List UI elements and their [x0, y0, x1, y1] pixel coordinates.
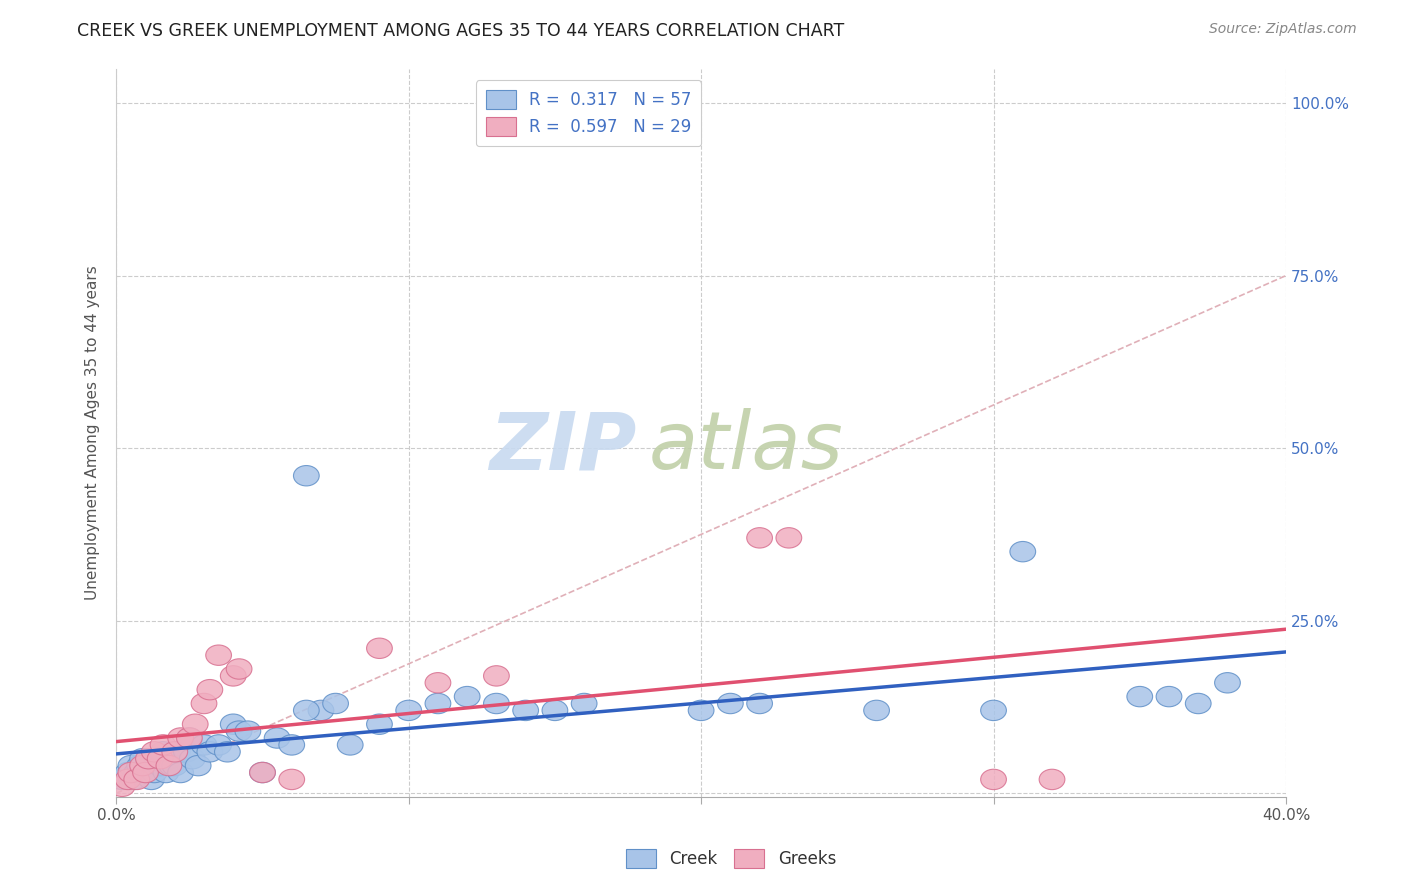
Ellipse shape [863, 700, 890, 721]
Ellipse shape [1039, 769, 1064, 789]
Ellipse shape [689, 700, 714, 721]
Legend: Creek, Greeks: Creek, Greeks [620, 843, 842, 875]
Ellipse shape [148, 756, 173, 776]
Ellipse shape [121, 769, 146, 789]
Ellipse shape [156, 748, 181, 769]
Ellipse shape [513, 700, 538, 721]
Ellipse shape [191, 693, 217, 714]
Ellipse shape [129, 748, 156, 769]
Ellipse shape [425, 673, 451, 693]
Ellipse shape [148, 748, 173, 769]
Ellipse shape [747, 528, 772, 548]
Ellipse shape [980, 769, 1007, 789]
Ellipse shape [115, 769, 141, 789]
Ellipse shape [1156, 687, 1182, 706]
Text: atlas: atlas [648, 409, 844, 486]
Ellipse shape [543, 700, 568, 721]
Ellipse shape [747, 693, 772, 714]
Ellipse shape [776, 528, 801, 548]
Ellipse shape [156, 756, 181, 776]
Ellipse shape [180, 748, 205, 769]
Ellipse shape [235, 721, 260, 741]
Text: CREEK VS GREEK UNEMPLOYMENT AMONG AGES 35 TO 44 YEARS CORRELATION CHART: CREEK VS GREEK UNEMPLOYMENT AMONG AGES 3… [77, 22, 845, 40]
Ellipse shape [191, 735, 217, 756]
Ellipse shape [132, 763, 159, 782]
Ellipse shape [278, 769, 305, 789]
Ellipse shape [484, 665, 509, 686]
Ellipse shape [127, 756, 152, 776]
Ellipse shape [197, 741, 222, 762]
Ellipse shape [294, 466, 319, 486]
Ellipse shape [110, 769, 135, 789]
Ellipse shape [454, 687, 479, 706]
Ellipse shape [153, 763, 179, 782]
Text: Source: ZipAtlas.com: Source: ZipAtlas.com [1209, 22, 1357, 37]
Ellipse shape [135, 748, 162, 769]
Ellipse shape [205, 735, 232, 756]
Ellipse shape [124, 769, 149, 789]
Ellipse shape [323, 693, 349, 714]
Ellipse shape [139, 769, 165, 789]
Y-axis label: Unemployment Among Ages 35 to 44 years: Unemployment Among Ages 35 to 44 years [86, 265, 100, 600]
Ellipse shape [142, 741, 167, 762]
Ellipse shape [308, 700, 333, 721]
Ellipse shape [396, 700, 422, 721]
Ellipse shape [177, 728, 202, 748]
Ellipse shape [484, 693, 509, 714]
Ellipse shape [1010, 541, 1036, 562]
Ellipse shape [165, 741, 191, 762]
Ellipse shape [115, 763, 141, 782]
Ellipse shape [294, 700, 319, 721]
Ellipse shape [162, 756, 187, 776]
Ellipse shape [226, 721, 252, 741]
Ellipse shape [1126, 687, 1153, 706]
Ellipse shape [215, 741, 240, 762]
Ellipse shape [118, 763, 143, 782]
Ellipse shape [186, 756, 211, 776]
Ellipse shape [173, 741, 200, 762]
Ellipse shape [150, 741, 176, 762]
Ellipse shape [221, 714, 246, 734]
Ellipse shape [150, 735, 176, 756]
Ellipse shape [250, 763, 276, 782]
Ellipse shape [367, 638, 392, 658]
Ellipse shape [571, 693, 598, 714]
Legend: R =  0.317   N = 57, R =  0.597   N = 29: R = 0.317 N = 57, R = 0.597 N = 29 [475, 80, 702, 146]
Ellipse shape [425, 693, 451, 714]
Ellipse shape [129, 756, 156, 776]
Ellipse shape [145, 748, 170, 769]
Ellipse shape [162, 741, 187, 762]
Ellipse shape [337, 735, 363, 756]
Ellipse shape [264, 728, 290, 748]
Ellipse shape [124, 763, 149, 782]
Ellipse shape [221, 665, 246, 686]
Ellipse shape [135, 756, 162, 776]
Ellipse shape [159, 756, 184, 776]
Ellipse shape [367, 714, 392, 734]
Ellipse shape [167, 763, 194, 782]
Ellipse shape [205, 645, 232, 665]
Ellipse shape [980, 700, 1007, 721]
Ellipse shape [183, 714, 208, 734]
Ellipse shape [177, 728, 202, 748]
Ellipse shape [110, 776, 135, 797]
Ellipse shape [1185, 693, 1211, 714]
Ellipse shape [142, 763, 167, 782]
Ellipse shape [1215, 673, 1240, 693]
Ellipse shape [226, 659, 252, 679]
Ellipse shape [118, 756, 143, 776]
Ellipse shape [717, 693, 744, 714]
Ellipse shape [132, 763, 159, 782]
Text: ZIP: ZIP [489, 409, 637, 486]
Ellipse shape [197, 680, 222, 700]
Ellipse shape [250, 763, 276, 782]
Ellipse shape [278, 735, 305, 756]
Ellipse shape [167, 728, 194, 748]
